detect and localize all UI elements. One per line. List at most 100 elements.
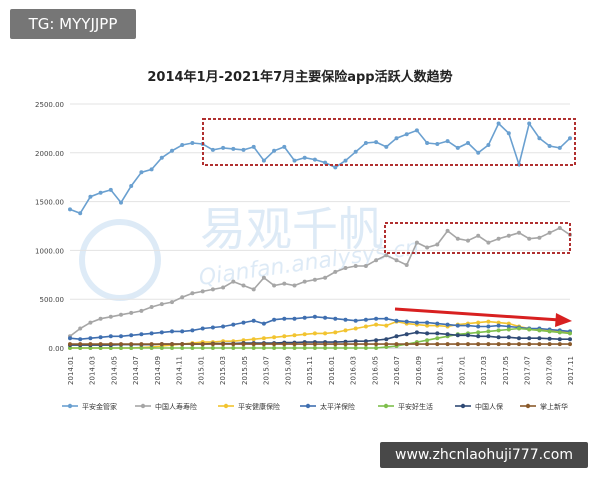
data-point (170, 346, 174, 350)
legend-item: 太平洋保险 (300, 402, 355, 411)
data-point (159, 155, 164, 160)
data-point (414, 128, 419, 133)
data-point (261, 346, 266, 350)
data-point (425, 342, 430, 347)
data-point (221, 346, 226, 350)
data-point (149, 167, 154, 172)
data-point (435, 336, 440, 341)
y-tick-label: 500.00 (40, 296, 65, 304)
data-point (129, 310, 134, 315)
data-point (159, 302, 164, 307)
data-point (261, 275, 266, 280)
legend-label: 平安健康保险 (238, 402, 280, 411)
data-point (200, 342, 205, 347)
data-point (547, 144, 552, 148)
data-point (394, 318, 399, 323)
data-point (282, 346, 287, 350)
series-line (69, 121, 571, 215)
data-point (78, 337, 83, 342)
data-point (568, 342, 572, 347)
data-point (363, 346, 368, 350)
data-point (272, 317, 277, 322)
x-tick-label: 2017.09 (545, 356, 553, 385)
data-point (292, 316, 297, 321)
data-point (557, 330, 562, 335)
data-point (302, 332, 307, 337)
legend-label: 中国人保 (475, 402, 503, 411)
highlight-box-middle (384, 222, 571, 254)
data-point (78, 346, 83, 350)
data-point (466, 323, 470, 328)
data-point (363, 264, 368, 268)
data-point (241, 147, 246, 152)
data-point (261, 342, 266, 347)
footer-url: www.zhcnlaohuji777.com (380, 442, 588, 468)
data-point (404, 332, 409, 337)
x-tick-label: 2017.11 (567, 356, 575, 385)
legend-label: 平安金管家 (82, 402, 117, 411)
data-point (302, 346, 307, 350)
data-point (425, 320, 430, 325)
data-point (384, 253, 389, 258)
data-point (282, 316, 287, 321)
data-point (517, 342, 521, 347)
data-point (445, 322, 450, 327)
data-point (343, 317, 348, 322)
x-tick-label: 2014.07 (132, 356, 140, 385)
data-point (312, 331, 317, 336)
data-point (159, 346, 164, 350)
data-point (170, 342, 174, 347)
data-point (88, 336, 93, 341)
data-point (149, 342, 154, 347)
data-point (527, 236, 532, 241)
x-tick-label: 2014.09 (154, 356, 162, 385)
data-point (557, 342, 562, 347)
x-tick-label: 2016.11 (437, 356, 445, 385)
data-point (88, 194, 93, 199)
data-point (568, 331, 572, 336)
data-point (506, 327, 511, 332)
data-point (537, 336, 542, 341)
data-point (312, 277, 317, 282)
legend-label: 太平洋保险 (320, 402, 355, 411)
data-point (557, 145, 562, 150)
legend-item: 平安金管家 (62, 402, 117, 411)
trend-arrowhead (555, 313, 572, 327)
x-tick-label: 2014.01 (67, 356, 75, 385)
data-point (476, 342, 481, 347)
data-point (374, 342, 379, 347)
data-point (190, 141, 195, 145)
y-tick-label: 2000.00 (35, 150, 64, 158)
data-point (261, 158, 266, 163)
data-point (435, 242, 440, 247)
highlight-box-top (202, 118, 576, 166)
legend-label: 平安好生活 (398, 402, 433, 411)
data-point (404, 132, 409, 137)
data-point (272, 346, 277, 350)
data-point (251, 342, 256, 347)
data-point (333, 316, 338, 321)
data-point (88, 346, 93, 350)
data-point (312, 157, 317, 162)
data-point (231, 342, 236, 347)
data-point (149, 305, 154, 309)
data-point (129, 184, 134, 188)
data-point (374, 338, 379, 343)
data-point (404, 319, 409, 324)
data-point (312, 346, 317, 350)
data-point (476, 150, 481, 155)
x-tick-label: 2014.05 (110, 356, 118, 385)
x-tick-label: 2016.03 (350, 356, 358, 385)
data-point (374, 322, 379, 327)
legend-swatch-marker (383, 403, 389, 409)
x-tick-label: 2015.01 (197, 356, 205, 385)
data-point (159, 330, 164, 335)
data-point (353, 339, 358, 344)
data-point (445, 228, 450, 233)
data-point (119, 346, 123, 350)
data-point (333, 330, 338, 335)
data-point (210, 287, 215, 292)
series-6 (68, 342, 572, 347)
y-tick-label: 0.00 (48, 345, 64, 353)
data-point (506, 131, 511, 136)
